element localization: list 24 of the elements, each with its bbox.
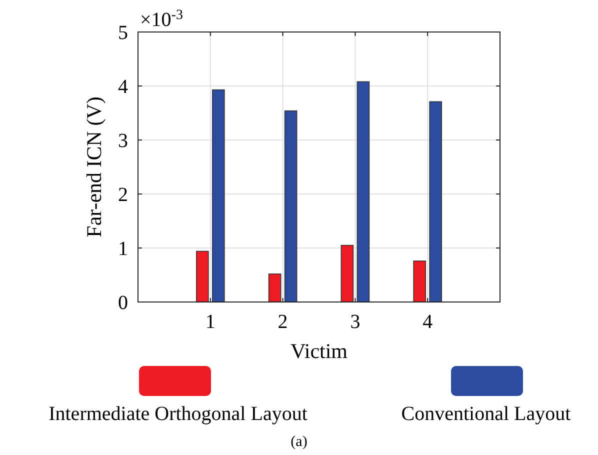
y-tick-label: 0: [118, 292, 128, 314]
x-tick-label: 4: [422, 311, 433, 333]
text: (a): [290, 434, 308, 450]
legend-label: Intermediate Orthogonal Layout: [48, 403, 308, 425]
bar: [268, 274, 282, 302]
bar: [356, 81, 370, 302]
y-tick-label: 3: [118, 130, 128, 152]
text: ×10$^{-3}$: [140, 8, 183, 31]
x-tick-label: 2: [278, 311, 288, 333]
x-tick-label: 3: [350, 311, 360, 333]
legend-label: Conventional Layout: [401, 403, 572, 425]
y-tick-label: 5: [118, 22, 128, 44]
x-axis-title: Victim: [290, 339, 348, 363]
y-axis-title: Far-end ICN (V): [82, 96, 106, 238]
y-tick-label: 4: [118, 76, 128, 98]
bar: [196, 250, 209, 302]
bar: [413, 260, 426, 302]
y-tick-label: 1: [118, 238, 128, 260]
x-tick-label: 1: [205, 311, 216, 333]
bar: [284, 110, 298, 302]
bar: [340, 244, 354, 302]
bar: [212, 89, 225, 302]
y-tick-label: 2: [118, 184, 128, 206]
bar: [429, 101, 442, 302]
